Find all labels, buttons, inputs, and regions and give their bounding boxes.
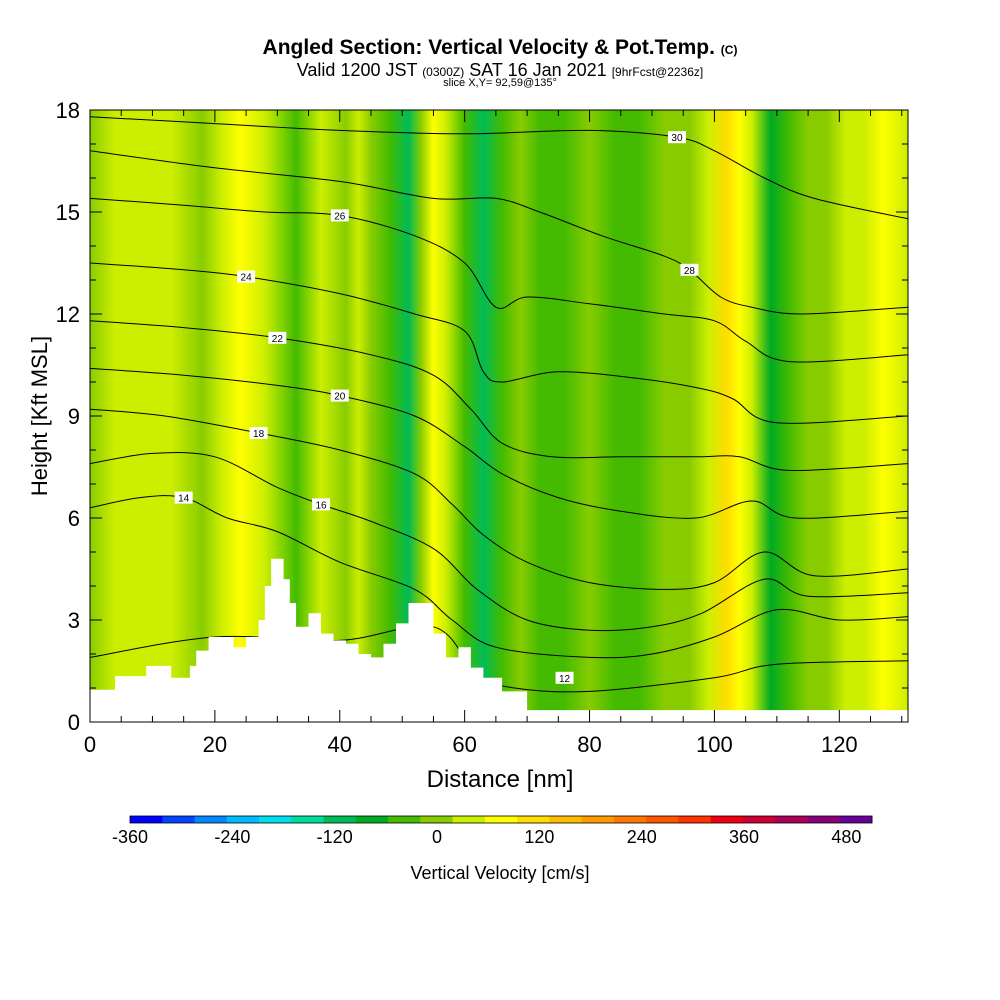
slice-info: slice X,Y= 92,59@135° (443, 77, 557, 89)
colorbar-segment (130, 816, 163, 823)
isentrope-line (90, 451, 908, 632)
x-tick-label: 60 (452, 732, 476, 757)
colorbar-segment (162, 816, 196, 823)
colorbar-frame (129, 815, 873, 824)
x-tick-label: 100 (696, 732, 733, 757)
colorbar-segment (452, 816, 486, 823)
y-axis: 0 3 6 9 12 15 18 (56, 98, 908, 735)
y-tick-label: 6 (68, 506, 80, 531)
contour-label-bg (174, 491, 193, 504)
colorbar-segment (678, 816, 712, 823)
y-tick-label: 9 (68, 404, 80, 429)
colorbar-segment (839, 816, 873, 823)
x-tick-label: 40 (328, 732, 352, 757)
terrain (90, 558, 908, 722)
isentrope-line (90, 367, 908, 519)
contour-label-bg (680, 263, 699, 276)
colorbar-segment (226, 816, 260, 823)
y-axis-label: Height [Kft MSL] (27, 335, 52, 497)
contour-label: 28 (684, 266, 696, 277)
x-axis-label: Distance [nm] (426, 766, 574, 793)
colorbar-segment (710, 816, 744, 823)
contour-label-bg (667, 131, 686, 144)
isentrope-line (90, 150, 908, 315)
colorbar-tick-label: 240 (627, 827, 657, 847)
colorbar-segment (549, 816, 583, 823)
contour-label: 16 (315, 500, 327, 511)
contour-label: 18 (253, 429, 265, 440)
contour-label: 24 (241, 273, 253, 284)
colorbar-segment (194, 816, 228, 823)
contour-label-bg (330, 209, 349, 222)
colorbar-tick-label: -120 (317, 827, 353, 847)
colorbar-tick-label: 120 (524, 827, 554, 847)
colorbar-label: Vertical Velocity [cm/s] (410, 863, 590, 883)
y-tick-label: 15 (56, 200, 80, 225)
x-tick-label: 80 (577, 732, 601, 757)
colorbar-segment (646, 816, 679, 823)
contour-label-bg (268, 331, 287, 344)
colorbar-tick-label: 480 (831, 827, 861, 847)
colorbar-tick-label: 360 (729, 827, 759, 847)
colorbar: -360 -240 -120 0 120 240 360 480 (112, 815, 873, 847)
isentrope-line (90, 197, 908, 363)
colorbar-tick-label: 0 (432, 827, 442, 847)
x-tick-label: 120 (821, 732, 858, 757)
colorbar-segment (613, 816, 647, 823)
valid-zulu: (0300Z) (422, 65, 465, 79)
colorbar-segment (420, 816, 454, 823)
contour-label: 12 (559, 674, 571, 685)
colorbar-segment (484, 816, 518, 823)
contour-labels: 12 14 16 18 20 22 24 26 28 30 (174, 131, 699, 685)
chart-title: Angled Section: Vertical Velocity & Pot.… (0, 36, 1000, 60)
contour-label: 30 (671, 133, 683, 144)
colorbar-segment (807, 816, 841, 823)
valid-date: SAT 16 Jan 2021 (469, 60, 607, 80)
colorbar-segment (259, 816, 292, 823)
x-tick-label: 0 (84, 732, 96, 757)
isentrope-line (90, 495, 908, 659)
x-axis: 0 20 40 60 80 100 120 (84, 110, 903, 757)
colorbar-segment (775, 816, 808, 823)
colorbar-segment (388, 816, 421, 823)
colorbar-segment (517, 816, 550, 823)
contour-label-bg (249, 427, 268, 439)
isentrope-line (90, 116, 908, 220)
contour-label: 26 (334, 211, 346, 222)
potential-temperature-contours (90, 116, 908, 693)
colorbar-segment (355, 816, 389, 823)
contour-label: 20 (334, 392, 346, 403)
valid-time: Valid 1200 JST (296, 60, 418, 80)
contour-label: 14 (178, 494, 190, 505)
isentrope-line (90, 320, 908, 472)
contour-label-bg (330, 389, 349, 402)
contour-label-bg (237, 270, 256, 283)
colorbar-segment (323, 816, 357, 823)
colorbar-segment (291, 816, 325, 823)
colorbar-tick-label: -240 (214, 827, 250, 847)
y-tick-label: 18 (56, 98, 80, 123)
forecast-info: [9hrFcst@2236z] (611, 65, 704, 79)
y-tick-label: 3 (68, 608, 80, 633)
contour-label: 22 (272, 334, 284, 345)
contour-label-bg (312, 498, 331, 511)
contour-label-bg (555, 671, 574, 684)
chart-title-unit: (C) (720, 43, 738, 57)
chart-title-main: Angled Section: Vertical Velocity & Pot.… (262, 36, 715, 59)
colorbar-tick-label: -360 (112, 827, 148, 847)
colorbar-segment (742, 816, 776, 823)
vertical-velocity-field (90, 110, 908, 722)
x-tick-label: 20 (203, 732, 227, 757)
y-tick-label: 12 (56, 302, 80, 327)
chart-subtitle: Valid 1200 JST (0300Z) SAT 16 Jan 2021 [… (0, 60, 1000, 81)
y-tick-label: 0 (68, 710, 80, 735)
colorbar-segment (581, 816, 615, 823)
